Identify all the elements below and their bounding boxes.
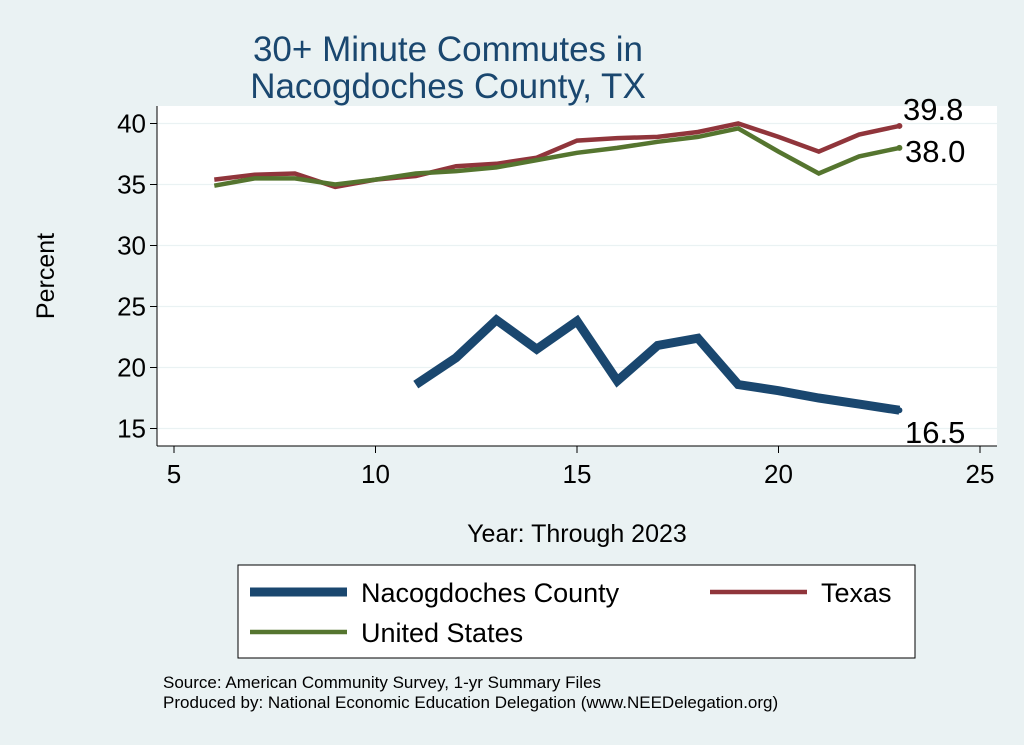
y-tick-label: 15 <box>117 414 146 444</box>
legend-label-nacogdoches-county: Nacogdoches County <box>361 578 620 608</box>
end-value-label: 16.5 <box>905 415 965 450</box>
series-line-nacogdoches-county <box>413 314 901 415</box>
x-tick-label: 25 <box>966 459 995 489</box>
source-note: Source: American Community Survey, 1-yr … <box>163 673 602 692</box>
end-value-label: 38.0 <box>905 134 965 169</box>
end-value-label: 39.8 <box>903 92 963 127</box>
y-tick-label: 20 <box>117 353 146 383</box>
series-end-point-united-states <box>896 144 903 151</box>
chart-title-line-1: 30+ Minute Commutes in <box>252 30 644 69</box>
chart-title-line-2: Nacogdoches County, TX <box>250 67 646 106</box>
y-axis-title: Percent <box>32 233 60 319</box>
legend-label-united-states: United States <box>361 618 523 648</box>
legend-box <box>237 564 916 659</box>
x-tick-label: 15 <box>563 459 592 489</box>
y-tick-label: 40 <box>117 109 146 139</box>
plot-area <box>157 106 997 446</box>
x-tick-label: 20 <box>764 459 793 489</box>
y-tick-label: 30 <box>117 231 146 261</box>
series-line-united-states <box>213 126 900 188</box>
x-tick-label: 10 <box>361 459 390 489</box>
x-tick-label: 5 <box>167 459 181 489</box>
series-end-point-texas <box>896 122 903 129</box>
legend-label-texas: Texas <box>821 578 892 608</box>
y-tick-label: 25 <box>117 292 146 322</box>
y-tick-label: 35 <box>117 170 146 200</box>
producer-note: Produced by: National Economic Education… <box>163 693 779 712</box>
x-axis-title: Year: Through 2023 <box>467 520 687 548</box>
series-end-point-nacogdoches-county <box>896 407 903 414</box>
